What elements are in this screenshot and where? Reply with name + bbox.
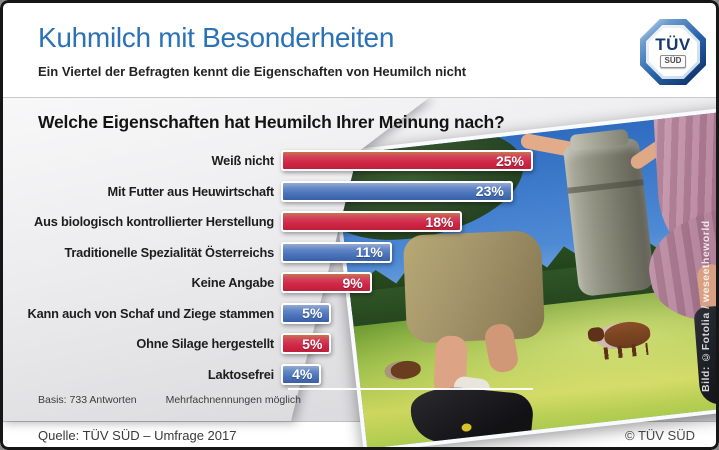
chart-row: Ohne Silage hergestellt 5% <box>10 333 710 354</box>
bar-red: 5% <box>281 333 332 354</box>
chart-row: Keine Angabe 9% <box>10 272 710 293</box>
logo-text-sud: SÜD <box>659 55 687 68</box>
bar-blue: 4% <box>281 363 322 385</box>
divider-line <box>288 388 533 390</box>
bar-red: 9% <box>281 272 372 293</box>
chart-row: Mit Futter aus Heuwirtschaft 23% <box>10 180 710 202</box>
bar-blue: 5% <box>281 302 332 324</box>
chart-row: Aus biologisch kontrollierter Herstellun… <box>10 211 710 232</box>
photo-credit: Bild: ©Fotolia / weseetheworld <box>700 220 712 392</box>
chart-row: Kann auch von Schaf und Ziege stammen 5% <box>10 302 710 324</box>
bar-label: Traditionelle Spezialität Österreichs <box>64 244 274 260</box>
header: Kuhmilch mit Besonderheiten Ein Viertel … <box>0 0 719 98</box>
chart-notes: Basis: 733 Antworten Mehrfachnennungen m… <box>38 394 327 406</box>
bar-label: Laktosefrei <box>207 366 274 382</box>
multi-answer-note: Mehrfachnennungen möglich <box>165 394 302 406</box>
bar-blue: 23% <box>281 180 513 202</box>
tuv-sud-logo: TÜV SÜD <box>640 19 706 85</box>
page-subtitle: Ein Viertel der Befragten kennt die Eige… <box>38 64 467 79</box>
bar-value-label: 5% <box>302 335 323 352</box>
bar-red: 18% <box>281 211 463 232</box>
bar-label: Ohne Silage hergestellt <box>136 336 274 351</box>
chart-title: Welche Eigenschaften hat Heumilch Ihrer … <box>38 112 505 132</box>
bar-label: Keine Angabe <box>191 275 275 290</box>
bar-label: Kann auch von Schaf und Ziege stammen <box>27 305 275 321</box>
bar-value-label: 11% <box>355 244 383 260</box>
logo-text-tuv: TÜV <box>655 35 691 55</box>
chart-rows: Weiß nicht 25% Mit Futter aus Heuwirtschaf… <box>10 150 710 394</box>
bar-blue: 11% <box>281 241 392 263</box>
bar-label: Mit Futter aus Heuwirtschaft <box>107 183 275 199</box>
bar-value-label: 4% <box>292 366 313 382</box>
bar-label: Aus biologisch kontrollierter Herstellun… <box>34 214 274 229</box>
bar-value-label: 5% <box>302 305 323 321</box>
chart-row: Laktosefrei 4% <box>10 363 710 385</box>
bar-red: 25% <box>281 150 533 171</box>
bar-value-label: 9% <box>342 274 363 291</box>
chart-row: Weiß nicht 25% <box>10 150 710 171</box>
bar-value-label: 23% <box>475 183 504 199</box>
source-text: Quelle: TÜV SÜD – Umfrage 2017 <box>38 428 237 443</box>
bar-value-label: 25% <box>495 152 524 169</box>
bar-label: Weiß nicht <box>211 153 275 168</box>
logo-center: TÜV SÜD <box>649 28 697 76</box>
bar-value-label: 18% <box>425 213 454 230</box>
basis-note: Basis: 733 Antworten <box>38 394 137 406</box>
page-title: Kuhmilch mit Besonderheiten <box>38 22 395 53</box>
chart-row: Traditionelle Spezialität Österreichs 11% <box>10 241 710 263</box>
copyright-text: © TÜV SÜD <box>624 428 695 443</box>
